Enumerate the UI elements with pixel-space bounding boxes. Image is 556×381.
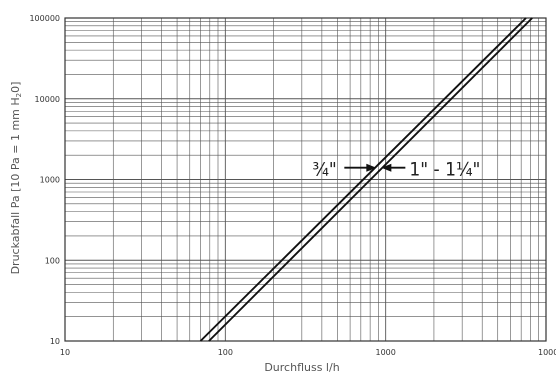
series [199,17,533,342]
x-tick-label: 10000 [538,348,556,357]
annotation-one-inch-arrowhead [381,163,392,172]
annotation-three-quarter-arrowhead [366,163,377,172]
annotation-three-quarter-label: ¾" [312,159,336,181]
x-tick-label: 1000 [375,348,395,357]
tick-labels: 10 100 1000 10000 10 100 1000 10000 100000 [29,14,556,357]
x-tick-label: 100 [218,348,233,357]
series-line-2 [208,17,533,342]
annotation-one-inch-label: 1" - 1¼" [409,159,480,181]
grid [64,17,547,342]
y-axis-title-subscript: 2 [15,93,23,97]
x-axis-title: Durchfluss l/h [264,361,339,374]
y-axis-title: Druckabfall Pa [10 Pa = 1 mm H20] [9,82,23,275]
y-tick-label: 10000 [35,95,60,104]
x-tick-label: 10 [60,348,70,357]
y-axis-title-main: Druckabfall Pa [10 Pa = 1 mm H [9,97,22,274]
annotation-three-quarter: ¾" [312,159,377,181]
y-tick-label: 10 [50,337,60,346]
y-axis-title-end: 0] [9,82,22,93]
plot-frame [64,17,547,342]
y-tick-label: 100 [45,256,60,265]
series-line-1 [199,17,527,342]
y-tick-label: 1000 [40,176,60,185]
annotation-one-inch: 1" - 1¼" [381,159,480,181]
y-tick-label: 100000 [29,14,60,23]
